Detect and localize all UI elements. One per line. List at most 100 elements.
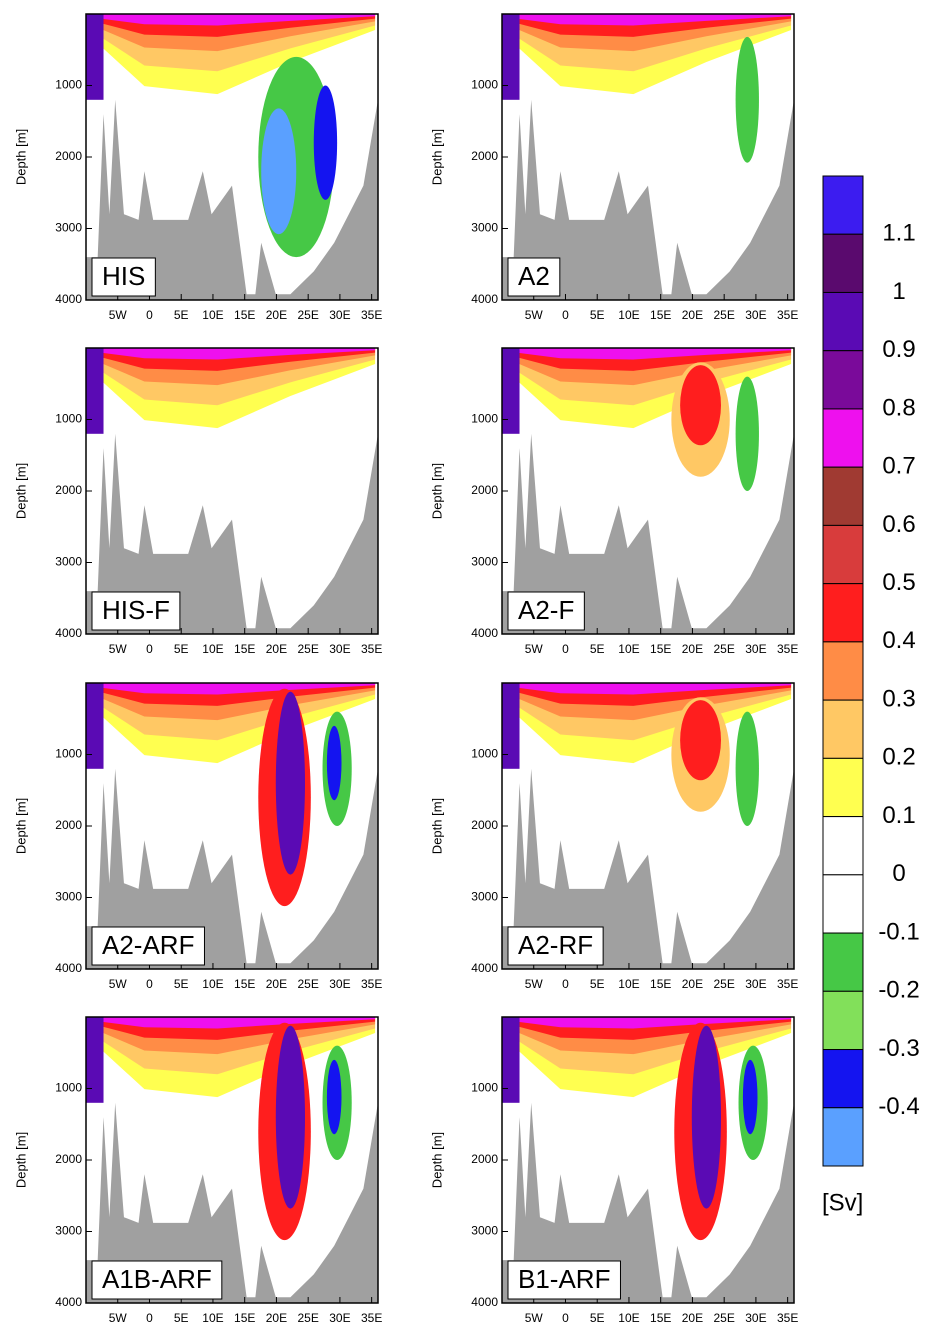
x-tick-label: 5E — [590, 308, 605, 322]
x-tick-label: 5E — [174, 977, 189, 991]
bathymetry — [502, 768, 794, 969]
x-tick-label: 20E — [266, 977, 287, 991]
colorbar-box — [822, 175, 864, 235]
colorbar-label: 0 — [892, 860, 905, 887]
field-fill — [100, 14, 376, 26]
bathymetry — [86, 433, 378, 634]
y-tick-label: 1000 — [55, 747, 82, 761]
colorbar-label: -0.2 — [878, 977, 919, 1004]
y-tick-label: 4000 — [55, 626, 82, 640]
field-fill — [516, 1017, 792, 1029]
x-tick-label: 10E — [202, 1311, 223, 1325]
field-fill — [86, 1017, 104, 1103]
x-tick-label: 10E — [618, 642, 639, 656]
panel: 5W 0 5E 10E 15E 20E 25E 30E 35E 1000 2000 3000 4000 D… — [13, 13, 382, 322]
colorbar-label: -0.3 — [878, 1035, 919, 1062]
colorbar-label: 0.3 — [882, 685, 915, 712]
x-tick-label: 25E — [713, 977, 734, 991]
field-fill — [502, 348, 520, 434]
x-tick-label: 20E — [682, 1311, 703, 1325]
colorbar-box — [822, 1049, 864, 1109]
panel-label-box — [91, 257, 156, 297]
bathymetry — [86, 99, 378, 300]
colorbar-box — [822, 874, 864, 934]
panel-label: HIS — [102, 261, 145, 291]
colorbar-label: -0.1 — [878, 918, 919, 945]
x-tick-label: 5E — [590, 977, 605, 991]
y-tick-label: 3000 — [471, 1224, 498, 1238]
colorbar-unit: [Sv] — [822, 1189, 863, 1216]
colorbar-box — [822, 583, 864, 643]
field-fill — [100, 1017, 376, 1029]
colorbar-box — [822, 699, 864, 759]
x-tick-label: 0 — [146, 1311, 153, 1325]
colorbar-label: 0.7 — [882, 453, 915, 480]
bathymetry — [86, 768, 378, 969]
field-fill — [516, 14, 792, 26]
panel: 5W 0 5E 10E 15E 20E 25E 30E 35E 1000 2000 3000 4000 D… — [429, 1016, 798, 1325]
y-tick-label: 1000 — [55, 1081, 82, 1095]
x-tick-label: 5W — [525, 977, 544, 991]
x-tick-label: 5W — [109, 1311, 128, 1325]
panel-label: A1B-ARF — [102, 1264, 212, 1294]
x-tick-label: 35E — [361, 308, 382, 322]
field-fill — [261, 108, 297, 235]
y-tick-label: 1000 — [55, 78, 82, 92]
x-tick-label: 5E — [590, 642, 605, 656]
y-tick-label: 1000 — [471, 78, 498, 92]
y-axis-label: Depth [m] — [429, 129, 444, 185]
y-axis-label: Depth [m] — [429, 1132, 444, 1188]
y-tick-label: 1000 — [55, 412, 82, 426]
x-tick-label: 10E — [202, 977, 223, 991]
x-tick-label: 10E — [618, 308, 639, 322]
x-tick-label: 5W — [525, 642, 544, 656]
colorbar-box — [822, 932, 864, 992]
field-fill — [691, 1025, 722, 1209]
y-tick-label: 2000 — [55, 1152, 82, 1166]
x-tick-label: 0 — [562, 308, 569, 322]
colorbar-label: 1.1 — [882, 220, 915, 247]
y-tick-label: 3000 — [471, 555, 498, 569]
panel-label-box — [507, 1260, 621, 1300]
x-tick-label: 20E — [682, 642, 703, 656]
colorbar-box — [822, 350, 864, 410]
colorbar-label: 0.8 — [882, 394, 915, 421]
panel-label-box — [91, 1260, 223, 1300]
panel: 5W 0 5E 10E 15E 20E 25E 30E 35E 1000 2000 3000 4000 D… — [13, 347, 382, 656]
field-fill — [735, 711, 759, 826]
x-tick-label: 5E — [174, 1311, 189, 1325]
panel-label-box — [507, 257, 561, 297]
panel: 5W 0 5E 10E 15E 20E 25E 30E 35E 1000 2000 3000 4000 D… — [429, 13, 798, 322]
y-axis-label: Depth [m] — [13, 798, 28, 854]
x-tick-label: 25E — [713, 308, 734, 322]
y-tick-label: 1000 — [471, 1081, 498, 1095]
x-tick-label: 0 — [146, 642, 153, 656]
panel-label-box — [91, 591, 181, 631]
x-tick-label: 25E — [297, 1311, 318, 1325]
x-tick-label: 0 — [562, 977, 569, 991]
x-tick-label: 25E — [297, 977, 318, 991]
x-tick-label: 15E — [234, 642, 255, 656]
colorbar-box — [822, 1107, 864, 1167]
x-tick-label: 15E — [650, 977, 671, 991]
y-tick-label: 2000 — [471, 818, 498, 832]
field-fill — [735, 376, 759, 491]
x-tick-label: 35E — [361, 1311, 382, 1325]
panel-label-box — [507, 591, 585, 631]
x-tick-label: 5W — [109, 642, 128, 656]
y-tick-label: 3000 — [55, 221, 82, 235]
colorbar-box — [822, 990, 864, 1051]
panel-label: B1-ARF — [518, 1264, 610, 1294]
x-tick-label: 20E — [266, 642, 287, 656]
x-tick-label: 35E — [777, 308, 798, 322]
y-axis-label: Depth [m] — [13, 463, 28, 519]
panel-label: A2 — [518, 261, 550, 291]
x-tick-label: 25E — [297, 308, 318, 322]
field-fill — [275, 1025, 305, 1209]
y-tick-label: 4000 — [55, 1295, 82, 1309]
x-tick-label: 20E — [682, 308, 703, 322]
field-fill — [516, 348, 792, 360]
y-tick-label: 2000 — [471, 149, 498, 163]
x-tick-label: 15E — [650, 642, 671, 656]
